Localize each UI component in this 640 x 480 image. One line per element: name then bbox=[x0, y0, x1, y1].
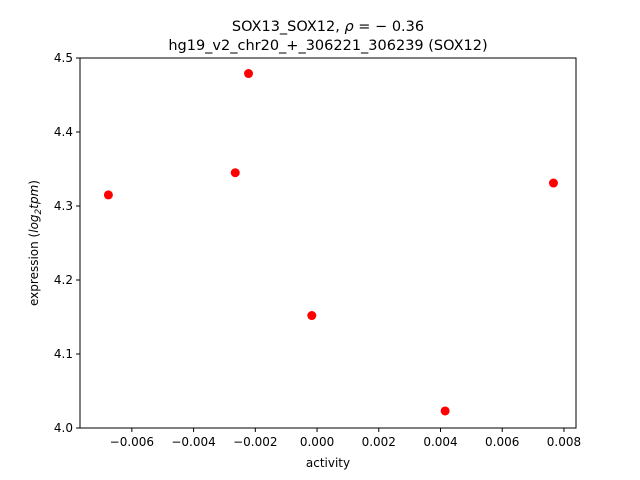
y-tick-label: 4.2 bbox=[54, 273, 73, 287]
data-points bbox=[103, 69, 558, 416]
x-axis-ticks: −0.006 −0.004 −0.002 0.000 0.002 0.004 0.006 0.… bbox=[110, 428, 581, 449]
y-tick-label: 4.1 bbox=[54, 347, 73, 361]
data-point-5 bbox=[440, 406, 450, 416]
x-tick-label: 0.002 bbox=[362, 435, 396, 449]
y-tick-label: 4.0 bbox=[54, 421, 73, 435]
data-point-4 bbox=[307, 311, 317, 321]
x-tick-label: 0.000 bbox=[300, 435, 334, 449]
data-point-1 bbox=[103, 190, 113, 200]
x-tick-label: −0.004 bbox=[171, 435, 215, 449]
data-point-2 bbox=[244, 69, 254, 79]
y-axis-ticks: 4.0 4.1 4.2 4.3 4.4 4.5 bbox=[54, 51, 80, 435]
chart-title-line1: SOX13_SOX12, ρ = − 0.36 bbox=[232, 19, 424, 35]
y-axis-label: expression (log2tpm) bbox=[27, 180, 44, 306]
x-axis-label: activity bbox=[306, 456, 350, 470]
rho-symbol: ρ bbox=[344, 19, 354, 35]
x-tick-label: −0.006 bbox=[110, 435, 154, 449]
data-point-6 bbox=[548, 178, 558, 188]
y-tick-label: 4.5 bbox=[54, 51, 73, 65]
chart-title-line2: hg19_v2_chr20_+_306221_306239 (SOX12) bbox=[168, 38, 487, 54]
y-tick-label: 4.4 bbox=[54, 125, 73, 139]
y-tick-label: 4.3 bbox=[54, 199, 73, 213]
data-point-3 bbox=[230, 168, 240, 178]
x-tick-label: 0.008 bbox=[547, 435, 581, 449]
plot-area bbox=[79, 57, 577, 429]
x-tick-label: 0.006 bbox=[485, 435, 519, 449]
x-tick-label: −0.002 bbox=[233, 435, 277, 449]
x-tick-label: 0.004 bbox=[423, 435, 457, 449]
